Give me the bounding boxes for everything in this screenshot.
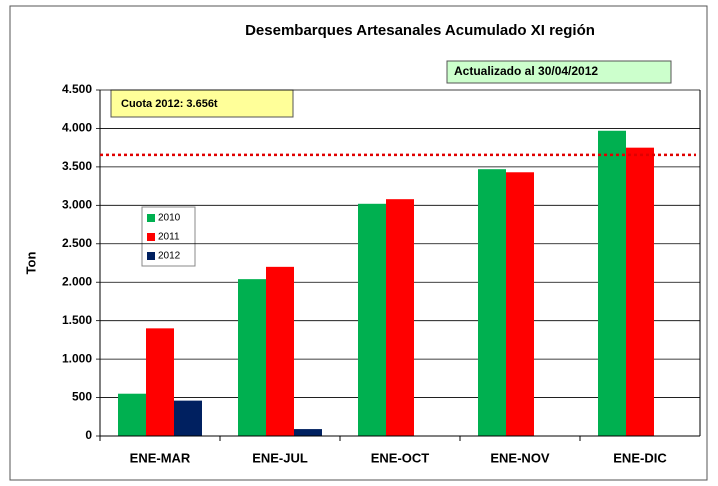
y-tick-label: 4.000 bbox=[62, 121, 92, 135]
bar bbox=[118, 394, 146, 436]
chart: Desembarques Artesanales Acumulado XI re… bbox=[0, 0, 718, 486]
y-tick-label: 2.500 bbox=[62, 236, 92, 250]
bar bbox=[358, 204, 386, 436]
legend-swatch bbox=[147, 252, 155, 260]
x-tick-label: ENE-MAR bbox=[130, 450, 191, 465]
x-tick-label: ENE-OCT bbox=[371, 450, 430, 465]
legend-label: 2012 bbox=[158, 251, 181, 262]
update-annotation: Actualizado al 30/04/2012 bbox=[454, 64, 598, 78]
y-tick-label: 2.000 bbox=[62, 274, 92, 288]
y-tick-label: 4.500 bbox=[62, 82, 92, 96]
y-tick-label: 3.500 bbox=[62, 159, 92, 173]
x-tick-label: ENE-NOV bbox=[490, 450, 550, 465]
bar bbox=[506, 172, 534, 436]
bar bbox=[174, 401, 202, 436]
bar bbox=[386, 199, 414, 436]
legend-label: 2011 bbox=[158, 232, 180, 243]
quota-annotation: Cuota 2012: 3.656t bbox=[121, 98, 218, 110]
y-tick-label: 1.500 bbox=[62, 313, 92, 327]
y-tick-label: 500 bbox=[72, 390, 92, 404]
bar bbox=[626, 148, 654, 436]
legend-swatch bbox=[147, 214, 155, 222]
bar bbox=[478, 169, 506, 436]
legend-label: 2010 bbox=[158, 213, 181, 224]
bar bbox=[294, 429, 322, 436]
bar bbox=[146, 328, 174, 436]
legend-swatch bbox=[147, 233, 155, 241]
y-tick-label: 3.000 bbox=[62, 198, 92, 212]
x-tick-label: ENE-DIC bbox=[613, 450, 667, 465]
y-axis-label: Ton bbox=[23, 252, 38, 275]
x-tick-label: ENE-JUL bbox=[252, 450, 308, 465]
y-tick-label: 1.000 bbox=[62, 351, 92, 365]
chart-title: Desembarques Artesanales Acumulado XI re… bbox=[245, 22, 595, 39]
bar bbox=[238, 279, 266, 436]
y-tick-label: 0 bbox=[85, 428, 92, 442]
bar bbox=[266, 267, 294, 436]
bar bbox=[598, 131, 626, 436]
